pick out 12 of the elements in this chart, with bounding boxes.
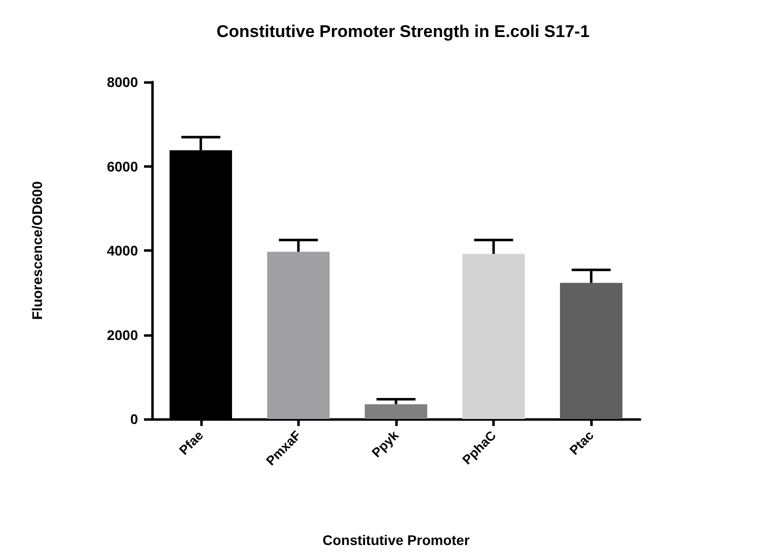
y-tick-label: 4000 — [106, 242, 138, 258]
y-tick-label: 8000 — [106, 74, 138, 90]
y-tick-label: 2000 — [106, 326, 138, 343]
bar — [462, 254, 525, 419]
bar — [364, 404, 428, 419]
y-tick-label: 6000 — [106, 158, 138, 174]
x-axis-title: Constitutive Promoter — [322, 532, 470, 548]
chart-title: Constitutive Promoter Strength in E.coli S17-1 — [216, 22, 590, 41]
bar — [267, 252, 330, 419]
bar — [560, 282, 622, 419]
y-tick-label: 0 — [130, 411, 138, 427]
y-axis-title: Fluorescence/OD600 — [29, 181, 45, 320]
